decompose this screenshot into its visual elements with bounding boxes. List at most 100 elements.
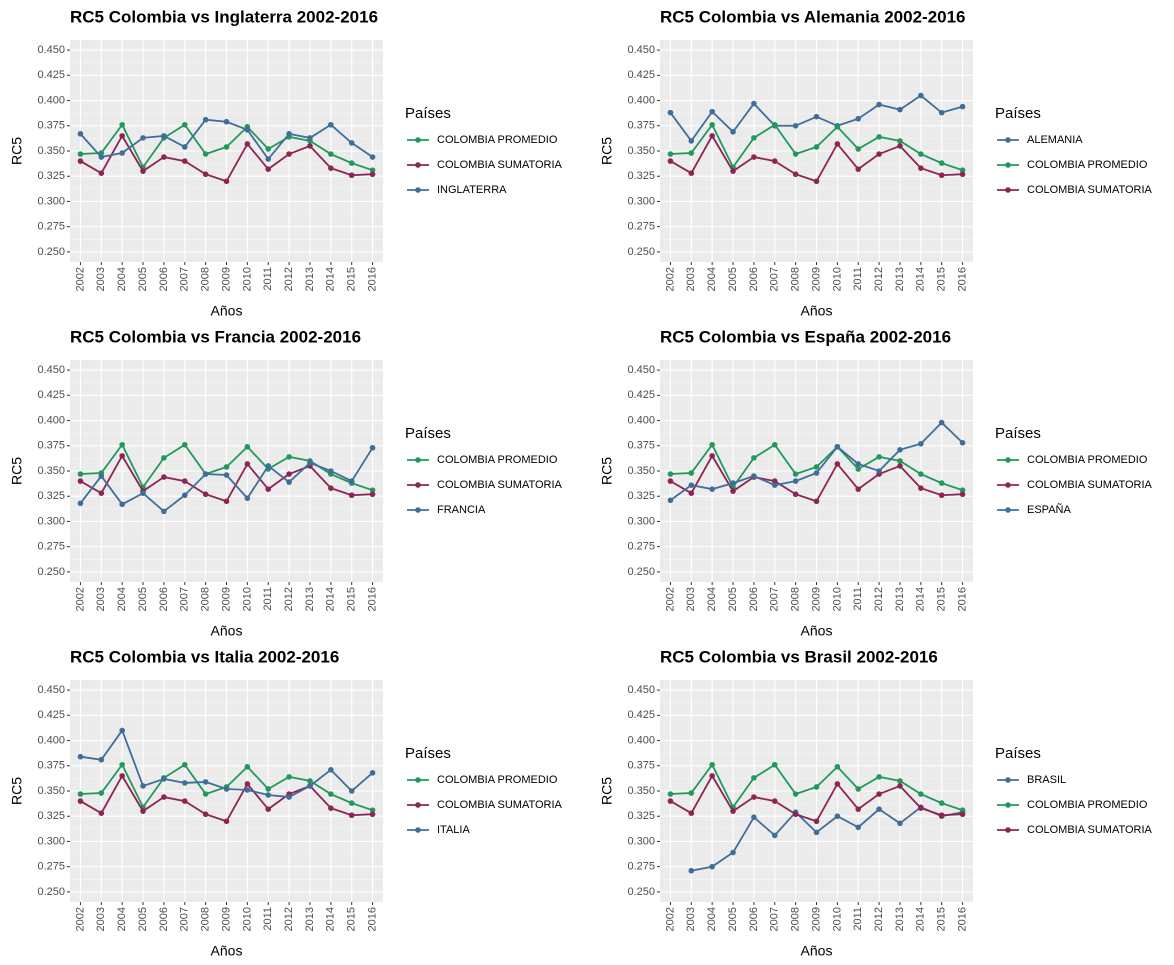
x-tick-label: 2008 — [200, 907, 212, 931]
y-tick-label: 0.425 — [37, 709, 65, 721]
x-tick-label: 2007 — [179, 587, 191, 611]
data-point — [77, 471, 84, 477]
legend-label: COLOMBIA PROMEDIO — [437, 774, 558, 786]
data-point — [244, 781, 251, 787]
x-tick-label: 2007 — [769, 587, 781, 611]
y-tick-label: 0.400 — [37, 734, 65, 746]
data-point — [897, 783, 903, 789]
x-tick-label: 2014 — [915, 907, 927, 931]
legend-key-point — [415, 777, 421, 783]
data-point — [938, 812, 945, 819]
x-tick-label: 2015 — [346, 907, 358, 931]
data-point — [897, 106, 903, 113]
x-tick-label: 2002 — [74, 587, 86, 611]
x-tick-label: 2006 — [158, 267, 170, 291]
series-line — [691, 806, 963, 872]
data-point — [265, 166, 272, 172]
data-point — [77, 753, 84, 760]
chart: RC5 Colombia vs Alemania 2002-2016 0.250 0… — [599, 7, 1153, 318]
data-point — [265, 463, 272, 469]
data-point — [119, 761, 125, 768]
data-point — [328, 791, 334, 797]
y-axis-title: RC5 — [9, 457, 25, 485]
x-tick-label: 2016 — [956, 267, 968, 291]
data-point — [265, 146, 272, 152]
x-tick-label: 2015 — [346, 267, 358, 291]
x-tick-label: 2009 — [810, 267, 822, 291]
x-tick-label: 2004 — [706, 587, 718, 611]
data-point — [876, 774, 882, 780]
x-tick-label: 2013 — [894, 587, 906, 611]
data-point — [202, 471, 209, 477]
legend-label: COLOMBIA SUMATORIA — [1027, 184, 1153, 196]
legend-label: COLOMBIA SUMATORIA — [437, 799, 563, 811]
chart: RC5 Colombia vs Francia 2002-2016 0.250 0.… — [9, 327, 563, 638]
y-tick-label: 0.400 — [37, 94, 65, 106]
legend-key-point — [1005, 457, 1011, 463]
x-tick-label: 2011 — [262, 267, 274, 291]
data-point — [813, 178, 820, 185]
data-point — [161, 474, 167, 480]
data-point — [959, 439, 966, 446]
x-tick-label: 2003 — [685, 587, 697, 611]
x-tick-label: 2006 — [748, 587, 760, 611]
x-tick-label: 2003 — [685, 907, 697, 931]
data-point — [771, 441, 778, 448]
legend-title: Países — [995, 425, 1041, 442]
data-point — [730, 808, 736, 814]
data-point — [938, 160, 945, 166]
data-point — [223, 144, 230, 150]
x-tick-label: 2013 — [894, 267, 906, 291]
data-point — [265, 806, 272, 812]
x-tick-label: 2005 — [137, 587, 149, 611]
data-point — [307, 460, 313, 466]
legend-label: COLOMBIA PROMEDIO — [1027, 799, 1148, 811]
y-tick-label: 0.450 — [627, 364, 655, 376]
data-point — [223, 498, 230, 505]
data-point — [918, 471, 924, 477]
data-point — [709, 453, 715, 459]
data-point — [244, 763, 251, 770]
x-tick-label: 2010 — [831, 907, 843, 931]
data-point — [751, 775, 757, 781]
data-point — [897, 138, 903, 144]
y-tick-label: 0.300 — [627, 195, 655, 207]
x-tick-label: 2008 — [790, 267, 802, 291]
data-point — [709, 773, 715, 779]
x-tick-label: 2016 — [956, 907, 968, 931]
data-point — [792, 811, 799, 818]
data-point — [119, 727, 125, 734]
x-tick-label: 2004 — [116, 267, 128, 291]
x-tick-label: 2012 — [873, 587, 885, 611]
x-tick-label: 2015 — [346, 587, 358, 611]
data-point — [897, 447, 903, 453]
legend-key-point — [415, 802, 421, 808]
y-tick-label: 0.275 — [627, 221, 655, 233]
x-axis-title: Años — [211, 303, 243, 319]
data-point — [751, 135, 757, 141]
data-point — [77, 500, 84, 507]
chart: RC5 Colombia vs Inglaterra 2002-2016 0.25… — [9, 7, 563, 318]
x-axis-title: Años — [801, 623, 833, 639]
chart-title: RC5 Colombia vs Inglaterra 2002-2016 — [70, 7, 378, 26]
x-tick-label: 2010 — [241, 267, 253, 291]
data-point — [855, 486, 862, 492]
x-tick-label: 2010 — [241, 587, 253, 611]
y-tick-label: 0.325 — [37, 490, 65, 502]
y-tick-label: 0.350 — [627, 785, 655, 797]
x-tick-label: 2013 — [894, 907, 906, 931]
data-point — [855, 824, 862, 831]
data-point — [813, 470, 820, 476]
x-tick-label: 2014 — [325, 907, 337, 931]
data-point — [813, 144, 820, 150]
data-point — [751, 154, 757, 160]
legend-label: INGLATERRA — [437, 184, 507, 196]
y-tick-label: 0.250 — [37, 886, 65, 898]
data-point — [286, 471, 292, 477]
legend-label: BRASIL — [1027, 774, 1066, 786]
data-point — [876, 151, 882, 157]
data-point — [369, 811, 376, 818]
x-tick-label: 2009 — [220, 907, 232, 931]
legend-label: COLOMBIA PROMEDIO — [437, 454, 558, 466]
